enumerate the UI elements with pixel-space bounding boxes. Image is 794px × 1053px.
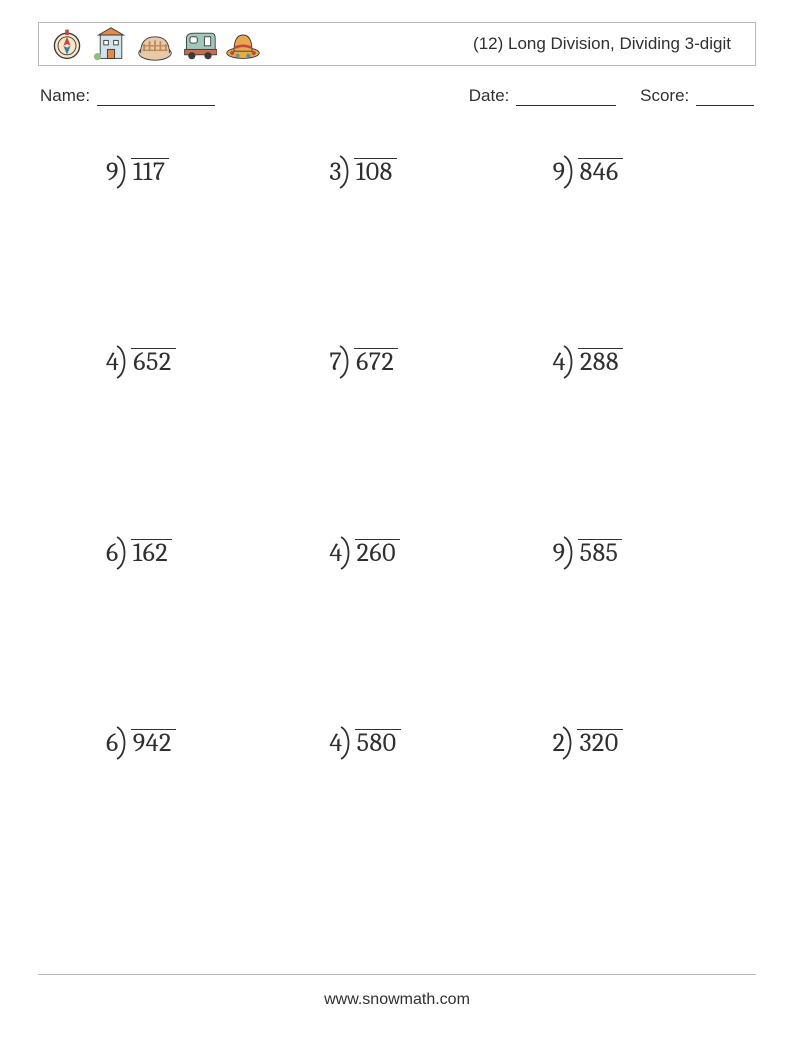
dividend: 117 [131,158,170,186]
camper-icon [181,26,217,62]
dividend: 580 [355,729,401,757]
header-box: (12) Long Division, Dividing 3-digit [38,22,756,66]
name-blank[interactable] [97,105,215,106]
dividend: 585 [578,539,623,567]
division-bracket: 942 [119,729,178,757]
division-bracket: 162 [119,539,174,567]
problems-grid: 9117 3108 9846 4652 7672 4288 6162 4260 9585 6942… [38,158,756,757]
worksheet-title: (12) Long Division, Dividing 3-digit [473,34,745,54]
name-label: Name: [40,86,90,105]
long-division-problem: 4260 [329,539,512,567]
long-division-problem: 3108 [329,158,512,186]
long-division-problem: 9117 [106,158,289,186]
dividend: 162 [131,539,172,567]
long-division-problem: 4288 [553,348,736,376]
division-bracket: 117 [119,158,172,186]
division-bracket: 846 [566,158,625,186]
division-bracket: 288 [566,348,625,376]
hat-icon [225,26,261,62]
dividend: 652 [131,348,175,376]
header-icons [49,26,261,62]
long-division-problem: 7672 [329,348,512,376]
date-field: Date: [469,86,616,106]
dividend: 288 [578,348,623,376]
division-bracket: 652 [119,348,177,376]
division-bracket: 580 [343,729,403,757]
long-division-problem: 9585 [553,539,736,567]
long-division-problem: 6942 [106,729,289,757]
division-bracket: 108 [342,158,399,186]
long-division-problem: 6162 [106,539,289,567]
dividend: 942 [131,729,176,757]
long-division-problem: 4652 [106,348,289,376]
division-bracket: 585 [566,539,625,567]
worksheet-page: (12) Long Division, Dividing 3-digit Nam… [0,0,794,1053]
footer-text: www.snowmath.com [0,991,794,1009]
division-bracket: 320 [565,729,624,757]
score-field: Score: [640,86,754,106]
long-division-problem: 4580 [329,729,512,757]
compass-icon [49,26,85,62]
date-blank[interactable] [516,105,616,106]
division-bracket: 672 [342,348,400,376]
footer-divider [38,974,756,975]
colosseum-icon [137,26,173,62]
division-bracket: 260 [343,539,402,567]
meta-row: Name: Date: Score: [38,86,756,106]
dividend: 108 [354,158,397,186]
dividend: 260 [355,539,400,567]
score-blank[interactable] [696,105,754,106]
dividend: 672 [354,348,398,376]
long-division-problem: 9846 [553,158,736,186]
dividend: 320 [577,729,622,757]
score-label: Score: [640,86,689,105]
dividend: 846 [578,158,623,186]
building-icon [93,26,129,62]
long-division-problem: 2320 [553,729,736,757]
date-label: Date: [469,86,510,105]
name-field: Name: [40,86,215,106]
